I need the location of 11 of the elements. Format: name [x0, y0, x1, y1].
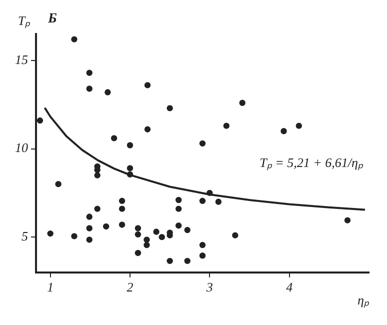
annotation: Tₚ = 5,21 + 6,61/ηₚ: [260, 154, 364, 171]
x-axis-title: ηₚ: [358, 292, 370, 308]
y-tick-label: 10: [15, 140, 28, 156]
y-axis-title: Tₚ: [18, 12, 32, 29]
x-tick-label: 4: [286, 280, 294, 295]
x-tick-label: 3: [205, 280, 214, 295]
y-tick-label: 5: [22, 228, 28, 244]
x-tick-label: 2: [126, 280, 134, 295]
x-tick-label: 1: [47, 280, 54, 295]
text: Б: [47, 12, 57, 27]
y-tick-label: 15: [15, 52, 28, 67]
